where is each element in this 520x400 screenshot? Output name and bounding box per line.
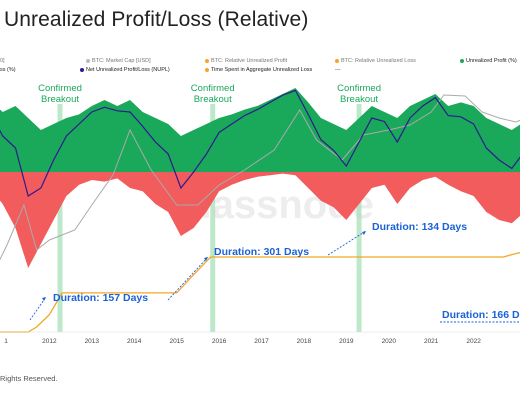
breakout-label: Confirmed — [337, 83, 381, 94]
legend-item[interactable]: Net Unrealized Profit/Loss (NUPL) — [80, 67, 170, 74]
nupl-line — [0, 89, 520, 197]
x-tick-label: 2019 — [339, 338, 354, 345]
breakout-label: Breakout — [194, 94, 232, 105]
arrowhead-icon — [204, 257, 208, 261]
legend-dot-icon — [205, 58, 209, 63]
arrowhead-icon — [362, 231, 366, 235]
x-tick-label: 2016 — [212, 338, 227, 345]
breakout-label: Confirmed — [191, 83, 235, 94]
legend-label: BTC: Relative Unrealized Profit — [211, 58, 288, 64]
legend-item[interactable]: ss (%) — [0, 67, 16, 74]
legend-label: Net Unrealized Profit/Loss (NUPL) — [86, 67, 170, 73]
x-tick-label: 1 — [4, 338, 8, 345]
legend-label: Unrealized Profit (%) — [466, 58, 517, 64]
breakout-band — [210, 104, 216, 332]
x-axis: 1 2012 2013 2014 2015 2016 2017 2018 2019 2020 202… — [0, 331, 520, 345]
legend-dot-icon — [205, 67, 209, 72]
market-cap-line — [0, 94, 520, 261]
x-tick-label: 2014 — [127, 338, 142, 345]
annotations: ConfirmedBreakoutConfirmedBreakoutConfir… — [29, 83, 520, 323]
x-tick-label: 2017 — [254, 338, 269, 345]
legend: 0] BTC: Market Cap [USD] BTC: Relative Unr… — [0, 55, 520, 77]
time-in-loss-line — [0, 251, 520, 333]
legend-item[interactable]: BTC: Relative Unrealized Profit — [205, 58, 287, 65]
arrowhead-icon — [42, 297, 46, 301]
x-tick-label: 2021 — [424, 338, 439, 345]
breakout-label: Confirmed — [38, 83, 82, 94]
duration-label: Duration: 157 Days — [53, 292, 148, 304]
legend-label: --- — [335, 67, 341, 73]
breakout-band — [356, 104, 362, 332]
legend-label: Time Spent in Aggregate Unrealized Loss — [211, 67, 313, 73]
legend-item[interactable]: BTC: Market Cap [USD] — [86, 58, 151, 65]
footer-text: Rights Reserved. — [0, 374, 58, 383]
x-tick-label: 2015 — [169, 338, 184, 345]
breakout-label: Breakout — [340, 94, 378, 105]
breakout-label: Breakout — [41, 94, 79, 105]
duration-arrow — [29, 296, 47, 321]
chart-series — [0, 88, 520, 333]
legend-item[interactable]: --- — [335, 67, 341, 74]
unrealized-profit-area — [0, 88, 520, 172]
legend-label: BTC: Market Cap [USD] — [92, 58, 151, 64]
duration-label: Duration: 166 Days — [442, 309, 520, 321]
legend-dot-icon — [460, 58, 464, 63]
page-title: Unrealized Profit/Loss (Relative) — [4, 8, 309, 31]
legend-label: BTC: Relative Unrealized Loss — [341, 58, 416, 64]
legend-dot-icon — [80, 67, 84, 72]
duration-arrow — [167, 256, 209, 301]
duration-label: Duration: 301 Days — [214, 246, 309, 258]
legend-item[interactable]: BTC: Relative Unrealized Loss — [335, 58, 416, 65]
legend-item[interactable]: Unrealized Profit (%) — [460, 58, 517, 65]
legend-dot-icon — [335, 58, 339, 63]
legend-label: ss (%) — [0, 67, 16, 73]
x-tick-label: 2018 — [297, 338, 312, 345]
x-tick-label: 2012 — [42, 338, 57, 345]
legend-label: 0] — [0, 58, 5, 64]
legend-item[interactable]: Time Spent in Aggregate Unrealized Loss — [205, 67, 312, 74]
legend-dot-icon — [86, 58, 90, 63]
duration-arrow — [327, 230, 367, 256]
unrealized-loss-area — [0, 172, 520, 268]
x-tick-label: 2022 — [466, 338, 481, 345]
x-tick-label: 2013 — [85, 338, 100, 345]
legend-item[interactable]: 0] — [0, 58, 5, 65]
duration-label: Duration: 134 Days — [372, 221, 467, 233]
breakout-band — [57, 104, 63, 332]
x-tick-label: 2020 — [382, 338, 397, 345]
breakout-bands — [57, 104, 362, 332]
